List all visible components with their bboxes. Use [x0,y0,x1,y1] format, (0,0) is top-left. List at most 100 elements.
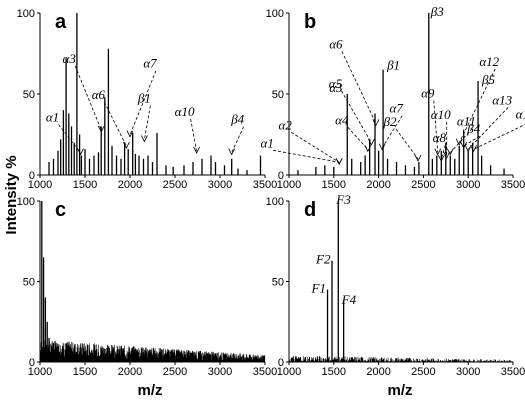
annotation-arrow-b-5 [372,119,380,127]
x-tick-label-a-2000: 2000 [118,179,142,191]
annotation-label-a-1: α3 [63,51,77,66]
x-tick-label-a-3500: 3500 [253,179,277,191]
annotation-leader-b-5 [341,51,377,124]
annotation-label-b-13: α11 [457,114,476,129]
annotation-label-b-12: α10 [431,107,451,122]
annotation-arrow-b-18 [470,145,477,153]
annotation-leader-a-4 [144,105,151,140]
annotation-arrow-b-13 [446,148,454,156]
x-tick-label-c-2500: 2500 [163,366,187,378]
annotation-label-b-2: α3 [329,80,343,95]
annotation-leader-b-0 [273,149,340,163]
panel-b: 1000 1500 2000 2500 3000 3500 0 50 100 b α1 α2 α3 α4 α… [261,4,525,191]
annotation-label-a-2: α6 [92,87,106,102]
x-tick-label-c-3500: 3500 [253,366,277,378]
annotation-leader-b-10 [440,144,446,160]
panel-a: 1000 1500 2000 2500 3000 3500 0 50 100 a α1 α3 α6 α7 β… [17,8,278,191]
y-tick-label-b-50: 50 [272,89,284,101]
annotation-label-b-10: α8 [433,130,447,145]
x-tick-label-a-1000: 1000 [28,179,52,191]
y-tick-label-b-0: 0 [278,170,284,182]
annotation-label-a-3: α7 [143,56,157,71]
y-tick-label-a-50: 50 [23,89,35,101]
annotation-leader-a-3 [129,70,157,135]
annotation-label-b-0: α1 [261,135,274,150]
panel-label-b: b [304,11,316,33]
annotation-arrow-b-8 [414,154,422,162]
annotation-arrow-b-4 [368,138,375,146]
annotation-label-b-16: β5 [481,72,495,87]
panel-label-a: a [55,11,67,33]
annotation-label-b-14: α12 [479,54,499,69]
annotation-label-b-18: α14 [516,106,525,121]
annotation-label-b-5: α6 [329,36,343,51]
annotation-arrow-b-1 [335,158,343,166]
annotation-label-b-1: α2 [279,117,293,132]
x-axis-label-right: m/z [387,382,412,399]
x-tick-label-b-2000: 2000 [366,179,390,191]
annotation-arrow-b-15 [460,141,468,149]
noise-trace-d [288,356,513,362]
x-tick-label-d-1500: 1500 [322,366,346,378]
annotation-label-d-1: F2 [315,252,331,267]
annotation-leader-b-14 [458,68,496,144]
annotation-label-b-11: α9 [421,86,435,101]
y-tick-label-c-0: 0 [29,357,35,369]
y-tick-label-d-50: 50 [272,277,284,289]
annotation-arrow-a-2 [123,141,130,149]
annotation-leader-b-15 [463,135,480,147]
annotation-label-b-4: α5 [329,76,343,91]
x-tick-label-b-1500: 1500 [322,179,346,191]
x-tick-label-d-3500: 3500 [501,366,525,378]
annotation-label-b-3: α4 [335,112,349,127]
panel-c: 1000 1500 2000 2500 3000 3500 0 50 100 c [17,196,278,378]
annotation-arrow-a-4 [141,135,148,143]
x-tick-label-a-3000: 3000 [208,179,232,191]
y-tick-label-c-100: 100 [17,196,35,208]
x-tick-label-c-1000: 1000 [28,366,52,378]
panel-label-c: c [55,199,66,221]
annotation-label-b-15: β4 [466,121,480,136]
annotation-label-d-0: F1 [311,281,326,296]
panel-label-d: d [304,199,316,221]
annotation-leader-b-11 [433,100,439,153]
annotation-leader-b-7 [381,115,403,148]
x-tick-label-d-1000: 1000 [277,366,301,378]
annotation-arrow-a-3 [126,130,134,138]
x-tick-label-d-2000: 2000 [366,366,390,378]
annotation-label-d-2: F3 [335,192,351,207]
annotation-label-b-6: β1 [386,57,400,72]
annotation-label-a-4: β1 [137,91,151,106]
x-tick-label-d-3000: 3000 [456,366,480,378]
annotation-label-b-17: α13 [492,92,512,107]
annotation-leader-a-1 [74,65,102,131]
annotation-arrow-b-10 [437,154,445,162]
annotation-arrow-a-1 [97,125,105,133]
annotation-label-a-5: α10 [175,104,195,119]
annotation-label-b-9: β3 [430,4,444,19]
x-tick-label-c-3000: 3000 [208,366,232,378]
panel-d: 1000 1500 2000 2500 3000 3500 0 50 100 d F1 F2 F3 F4 [266,192,525,378]
annotation-arrow-b-11 [434,148,442,156]
annotation-leader-b-8 [395,128,419,160]
annotation-leader-b-18 [473,124,525,150]
annotation-label-b-7: α7 [390,101,404,116]
annotation-arrow-b-0 [335,158,343,166]
annotation-label-d-3: F4 [341,292,357,307]
y-tick-label-a-100: 100 [17,8,35,20]
y-axis-label: Intensity % [3,155,20,234]
x-tick-label-c-2000: 2000 [118,366,142,378]
annotation-leader-a-2 [104,101,127,147]
annotation-label-b-8: β2 [383,114,397,129]
x-tick-label-a-2500: 2500 [163,179,187,191]
y-tick-label-c-50: 50 [23,277,35,289]
annotation-arrow-b-14 [455,138,463,146]
annotation-leader-a-6 [231,126,245,153]
y-tick-label-d-100: 100 [266,196,284,208]
annotation-arrow-b-12 [443,151,451,159]
annotation-leader-a-5 [190,118,197,152]
x-tick-label-b-3000: 3000 [456,179,480,191]
annotation-arrow-a-6 [228,148,236,156]
